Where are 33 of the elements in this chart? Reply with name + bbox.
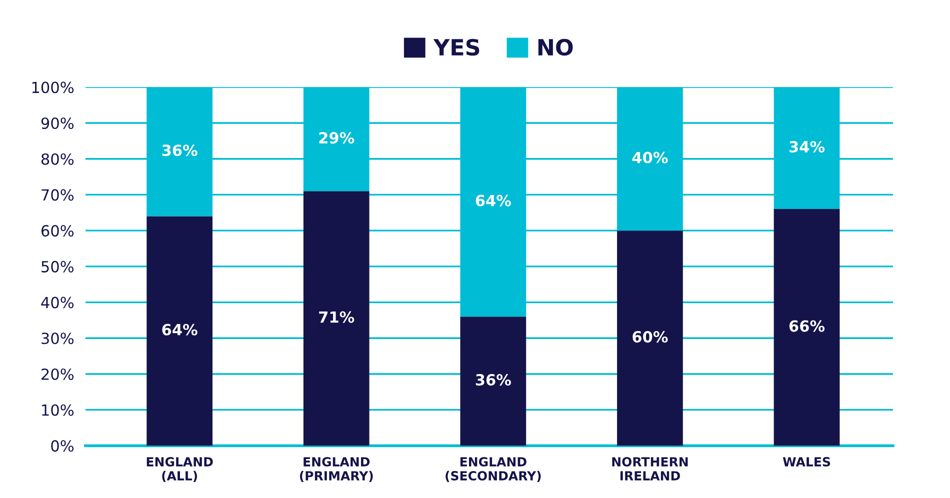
y-tick-label: 40% (41, 296, 74, 308)
y-tick-label: 0% (51, 440, 74, 452)
data-label: 66% (789, 320, 825, 332)
y-tick-label: 50% (42, 260, 74, 272)
y-tick-label: 70% (42, 189, 74, 201)
legend-label: YES (433, 38, 480, 56)
bar (617, 230, 683, 446)
bar (774, 209, 840, 446)
data-label: 71% (319, 311, 354, 323)
data-label: 64% (162, 324, 198, 336)
y-tick-label: 80% (41, 153, 74, 165)
y-tick-label: 30% (42, 332, 74, 344)
y-tick-label: 20% (42, 368, 74, 380)
data-label: 36% (476, 374, 511, 386)
x-tick-label: ENGLAND (SECONDARY) (446, 457, 541, 482)
y-tick-label: 100% (32, 82, 74, 94)
x-tick-label: ENGLAND (PRIMARY) (300, 457, 373, 482)
x-tick-label: WALES (782, 457, 830, 466)
bar (460, 316, 526, 446)
data-label: 29% (319, 132, 354, 144)
data-label: 36% (162, 144, 198, 156)
bar (303, 191, 370, 446)
data-label: 64% (476, 194, 511, 206)
x-tick-label: NORTHERN IRELAND (612, 457, 688, 480)
data-label: 34% (790, 140, 825, 153)
y-tick-label: 10% (42, 404, 74, 416)
x-tick-label: ENGLAND (ALL) (146, 457, 213, 482)
legend-label: NO (538, 38, 573, 56)
data-label: 60% (632, 331, 668, 343)
y-tick-label: 90% (41, 117, 74, 130)
bar (146, 216, 213, 446)
data-label: 40% (632, 152, 668, 164)
y-tick-label: 60% (42, 225, 74, 237)
